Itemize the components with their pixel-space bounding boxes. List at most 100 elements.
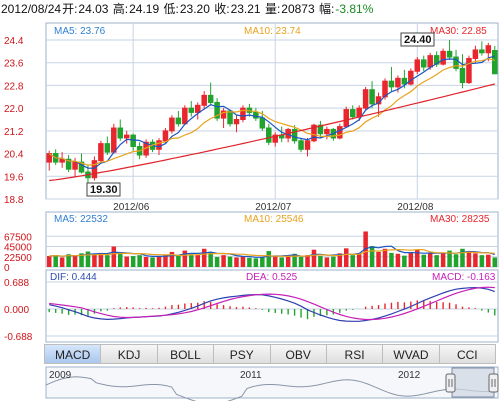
volume-bar	[408, 251, 414, 267]
price-y-tick: 20.4	[4, 150, 24, 161]
volume-bar	[350, 255, 355, 267]
price-y-axis: 24.4 23.6 22.8 22.0 21.2 20.4 19.6 18.8	[4, 36, 24, 206]
volume-bar	[169, 251, 175, 267]
navigator-left-handle[interactable]	[445, 373, 456, 393]
volume-bar	[369, 246, 375, 267]
indicator-tabs: MACD KDJ BOLL PSY OBV RSI WVAD CCI	[44, 344, 496, 364]
candle	[311, 123, 317, 143]
volume-bar	[92, 254, 97, 267]
price-panel-frame	[45, 22, 499, 200]
navigator-overview	[45, 376, 499, 401]
volume-bar	[318, 256, 323, 267]
ma5-line	[48, 55, 495, 169]
navigator-line	[45, 376, 499, 401]
close-label: 收:	[214, 2, 230, 16]
volume-bar	[272, 255, 278, 267]
tab-obv[interactable]: OBV	[270, 344, 327, 364]
dif-label: DIF: 0.444	[50, 272, 97, 283]
candle	[349, 105, 356, 120]
candle	[207, 82, 214, 106]
volume-bar	[79, 253, 84, 267]
volume-bar	[221, 255, 226, 267]
candle	[253, 108, 259, 121]
volume-bar	[479, 255, 485, 267]
volume-bar	[427, 253, 433, 267]
price-x-tick: 2012/06	[113, 202, 150, 213]
candle	[98, 140, 104, 164]
candle	[169, 115, 175, 134]
volume-bar	[466, 251, 472, 267]
navigator-frame[interactable]	[45, 366, 499, 399]
volume-ma5-label: MA5: 22532	[54, 214, 108, 225]
candle	[466, 55, 472, 85]
candle	[420, 55, 427, 72]
volume-bar	[240, 256, 246, 267]
candle	[266, 123, 272, 146]
candle	[201, 91, 207, 110]
candle	[440, 48, 446, 66]
price-x-tick: 2012/07	[255, 202, 292, 213]
volume-bar	[447, 250, 452, 267]
macd-grid	[46, 281, 498, 337]
close-value: 23.21	[230, 2, 261, 16]
navigator-year-2009: 2009	[49, 370, 72, 381]
volume-bar	[285, 256, 291, 267]
volume-bar	[247, 257, 252, 267]
volume-bar	[473, 253, 478, 267]
tab-cci[interactable]: CCI	[439, 344, 496, 364]
macd-y-tick: -0.688	[4, 332, 33, 343]
candle	[388, 66, 395, 92]
navigator-selection[interactable]	[451, 367, 495, 398]
volume-bar	[331, 256, 336, 267]
volume-y-tick: 67500	[4, 232, 32, 243]
volume-label: 量:	[264, 2, 281, 16]
volume-bar	[201, 248, 207, 267]
tab-rsi[interactable]: RSI	[326, 344, 384, 364]
candle	[59, 152, 65, 168]
volume-bar	[214, 256, 220, 267]
volume-bar	[98, 252, 104, 267]
tab-wvad[interactable]: WVAD	[383, 344, 440, 364]
volume-bar	[440, 252, 446, 267]
tab-macd[interactable]: MACD	[44, 344, 102, 364]
candle	[298, 137, 304, 153]
volume-bar	[298, 256, 304, 267]
macd-lines-layer	[49, 286, 496, 322]
tab-psy[interactable]: PSY	[214, 344, 271, 364]
high-price-marker: 24.40	[400, 32, 435, 47]
high-value: 24.19	[129, 2, 160, 16]
candle	[220, 108, 227, 129]
volume-bar	[143, 256, 149, 267]
volume-bar	[66, 254, 71, 267]
dea-label: DEA: 0.525	[246, 272, 298, 283]
candle	[240, 105, 246, 123]
candle	[414, 57, 421, 75]
price-x-tick: 2012/08	[397, 202, 434, 213]
quote-date: 2012/08/24	[1, 2, 62, 16]
candle	[369, 81, 375, 109]
volume-bar	[266, 251, 272, 267]
tab-kdj[interactable]: KDJ	[101, 344, 158, 364]
volume-y-tick: 22500	[4, 253, 32, 264]
price-y-tick: 22.8	[4, 81, 24, 92]
navigator-year-2011: 2011	[240, 370, 262, 381]
candle	[65, 154, 72, 173]
tab-boll[interactable]: BOLL	[157, 344, 215, 364]
volume-bar	[130, 256, 136, 267]
change-label: 幅:	[319, 2, 335, 16]
navigator-right-handle[interactable]	[488, 373, 499, 393]
price-y-tick: 21.2	[4, 127, 24, 138]
volume-bar	[337, 253, 343, 267]
volume-bar	[460, 248, 465, 267]
volume-bar	[253, 258, 259, 267]
volume-bar	[324, 257, 330, 267]
volume-bar	[492, 257, 498, 267]
low-marker-text: 19.30	[90, 184, 118, 196]
candle	[408, 68, 414, 86]
volume-bar	[279, 257, 284, 267]
macd-y-tick: 0.000	[4, 305, 29, 316]
price-ma10-label: MA10: 23.74	[244, 26, 301, 37]
